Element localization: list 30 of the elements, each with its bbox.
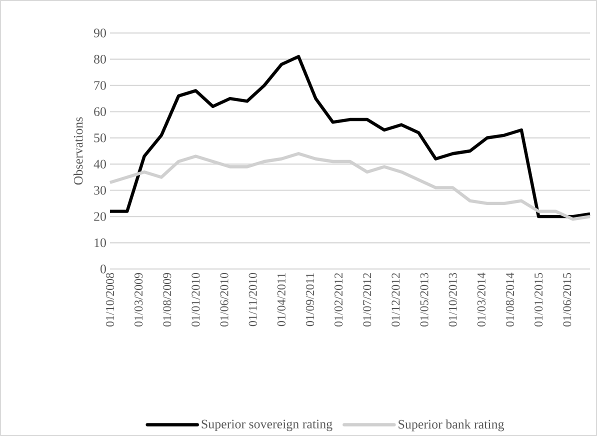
x-tick-label: 01/01/2015	[534, 272, 543, 327]
x-tick-label: 01/06/2015	[563, 272, 572, 327]
x-tick-label: 01/08/2014	[506, 272, 514, 327]
x-tick-label: 01/09/2011	[306, 273, 314, 326]
x-tick-label: 01/05/2013	[420, 272, 428, 327]
x-tick-label: 01/12/2012	[392, 273, 400, 327]
x-tick-label: 01/06/2010	[220, 272, 228, 327]
legend-label: Superior sovereign rating	[202, 420, 332, 432]
y-tick-label: 70	[94, 81, 106, 90]
y-tick-label: 20	[94, 212, 106, 221]
x-tick-label: 01/10/2013	[448, 272, 457, 327]
y-axis-title: Observations	[74, 117, 83, 185]
x-tick-label: 01/03/2014	[477, 272, 486, 327]
x-tick-label: 01/03/2009	[134, 273, 143, 327]
x-tick-label: 01/07/2012	[363, 273, 372, 327]
y-tick-label: 80	[94, 54, 106, 64]
x-tick-label: 01/02/2012	[334, 273, 343, 327]
y-tick-label: 60	[94, 107, 106, 116]
x-tick-label: 01/10/2008	[106, 272, 114, 327]
y-tick-label: 10	[94, 238, 106, 248]
y-tick-label: 90	[94, 28, 106, 38]
x-tick-label: 01/11/2010	[248, 272, 257, 326]
y-tick-label: 0	[100, 264, 106, 274]
y-tick-label: 50	[94, 134, 106, 142]
y-tick-label: 40	[94, 160, 106, 168]
x-tick-label: 01/01/2010	[192, 272, 200, 327]
x-tick-label: 01/08/2009	[163, 273, 172, 327]
y-tick-label: 30	[94, 186, 106, 195]
x-tick-label: 01/04/2011	[277, 273, 286, 326]
legend-label: Superior bank rating	[398, 420, 504, 432]
